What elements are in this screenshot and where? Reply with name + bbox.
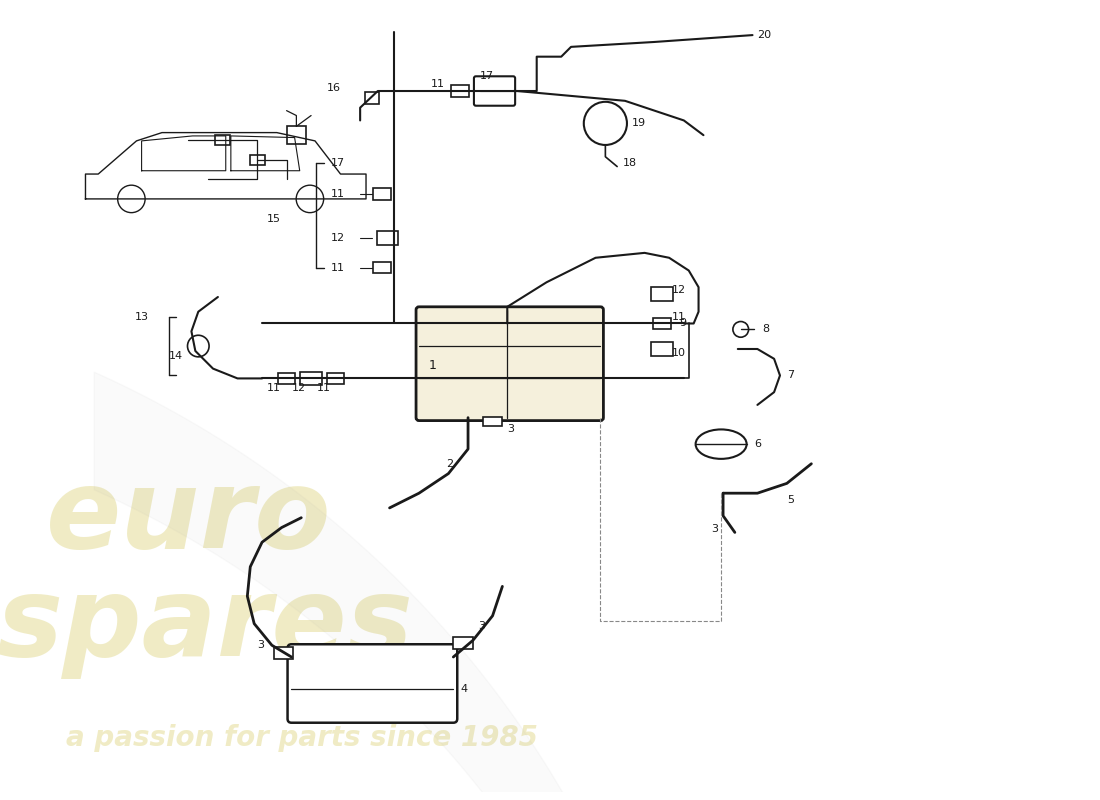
- Text: 14: 14: [169, 351, 183, 361]
- FancyBboxPatch shape: [287, 644, 458, 722]
- Text: euro: euro: [46, 464, 332, 571]
- Bar: [327, 373, 344, 384]
- Text: a passion for parts since 1985: a passion for parts since 1985: [66, 725, 538, 753]
- Bar: [377, 231, 398, 245]
- Text: spares: spares: [0, 572, 414, 679]
- FancyBboxPatch shape: [474, 76, 515, 106]
- Bar: [274, 647, 294, 659]
- Bar: [373, 188, 390, 200]
- Text: 12: 12: [292, 383, 306, 394]
- Bar: [651, 342, 673, 356]
- Text: 18: 18: [623, 158, 637, 168]
- Text: 11: 11: [431, 79, 444, 89]
- Text: 11: 11: [267, 383, 280, 394]
- Bar: [483, 417, 503, 426]
- Text: 13: 13: [134, 312, 148, 322]
- Text: 8: 8: [762, 324, 769, 334]
- Bar: [287, 126, 306, 144]
- Text: 12: 12: [331, 233, 344, 243]
- Bar: [453, 638, 473, 649]
- Bar: [653, 318, 671, 330]
- Text: 11: 11: [317, 383, 331, 394]
- Text: 5: 5: [786, 495, 794, 505]
- Text: 7: 7: [786, 370, 794, 381]
- Circle shape: [584, 102, 627, 145]
- Text: 1: 1: [429, 359, 437, 372]
- Bar: [250, 154, 264, 165]
- Text: 15: 15: [267, 214, 280, 223]
- Circle shape: [118, 185, 145, 213]
- Bar: [365, 92, 378, 104]
- Text: 4: 4: [460, 684, 467, 694]
- Circle shape: [296, 185, 323, 213]
- Bar: [651, 287, 673, 301]
- Text: 11: 11: [331, 262, 344, 273]
- Bar: [451, 85, 469, 97]
- Text: 3: 3: [507, 425, 515, 434]
- Text: 11: 11: [672, 312, 686, 322]
- Text: 2: 2: [447, 458, 453, 469]
- Text: 3: 3: [712, 525, 718, 534]
- Text: 10: 10: [672, 348, 686, 358]
- Bar: [300, 371, 322, 386]
- Bar: [277, 373, 296, 384]
- Circle shape: [733, 322, 749, 338]
- Bar: [373, 262, 390, 274]
- Bar: [216, 135, 230, 145]
- Text: 19: 19: [631, 118, 646, 128]
- FancyBboxPatch shape: [416, 307, 604, 421]
- Circle shape: [187, 335, 209, 357]
- Text: 3: 3: [257, 640, 264, 650]
- Text: 3: 3: [477, 621, 485, 630]
- Text: 17: 17: [331, 158, 344, 168]
- Ellipse shape: [695, 430, 747, 459]
- Text: 9: 9: [679, 318, 686, 329]
- Text: 16: 16: [327, 83, 341, 93]
- Text: 12: 12: [672, 285, 686, 295]
- Text: 20: 20: [758, 30, 771, 40]
- Text: 6: 6: [755, 439, 761, 449]
- Text: 17: 17: [480, 71, 494, 82]
- Text: 11: 11: [331, 189, 344, 199]
